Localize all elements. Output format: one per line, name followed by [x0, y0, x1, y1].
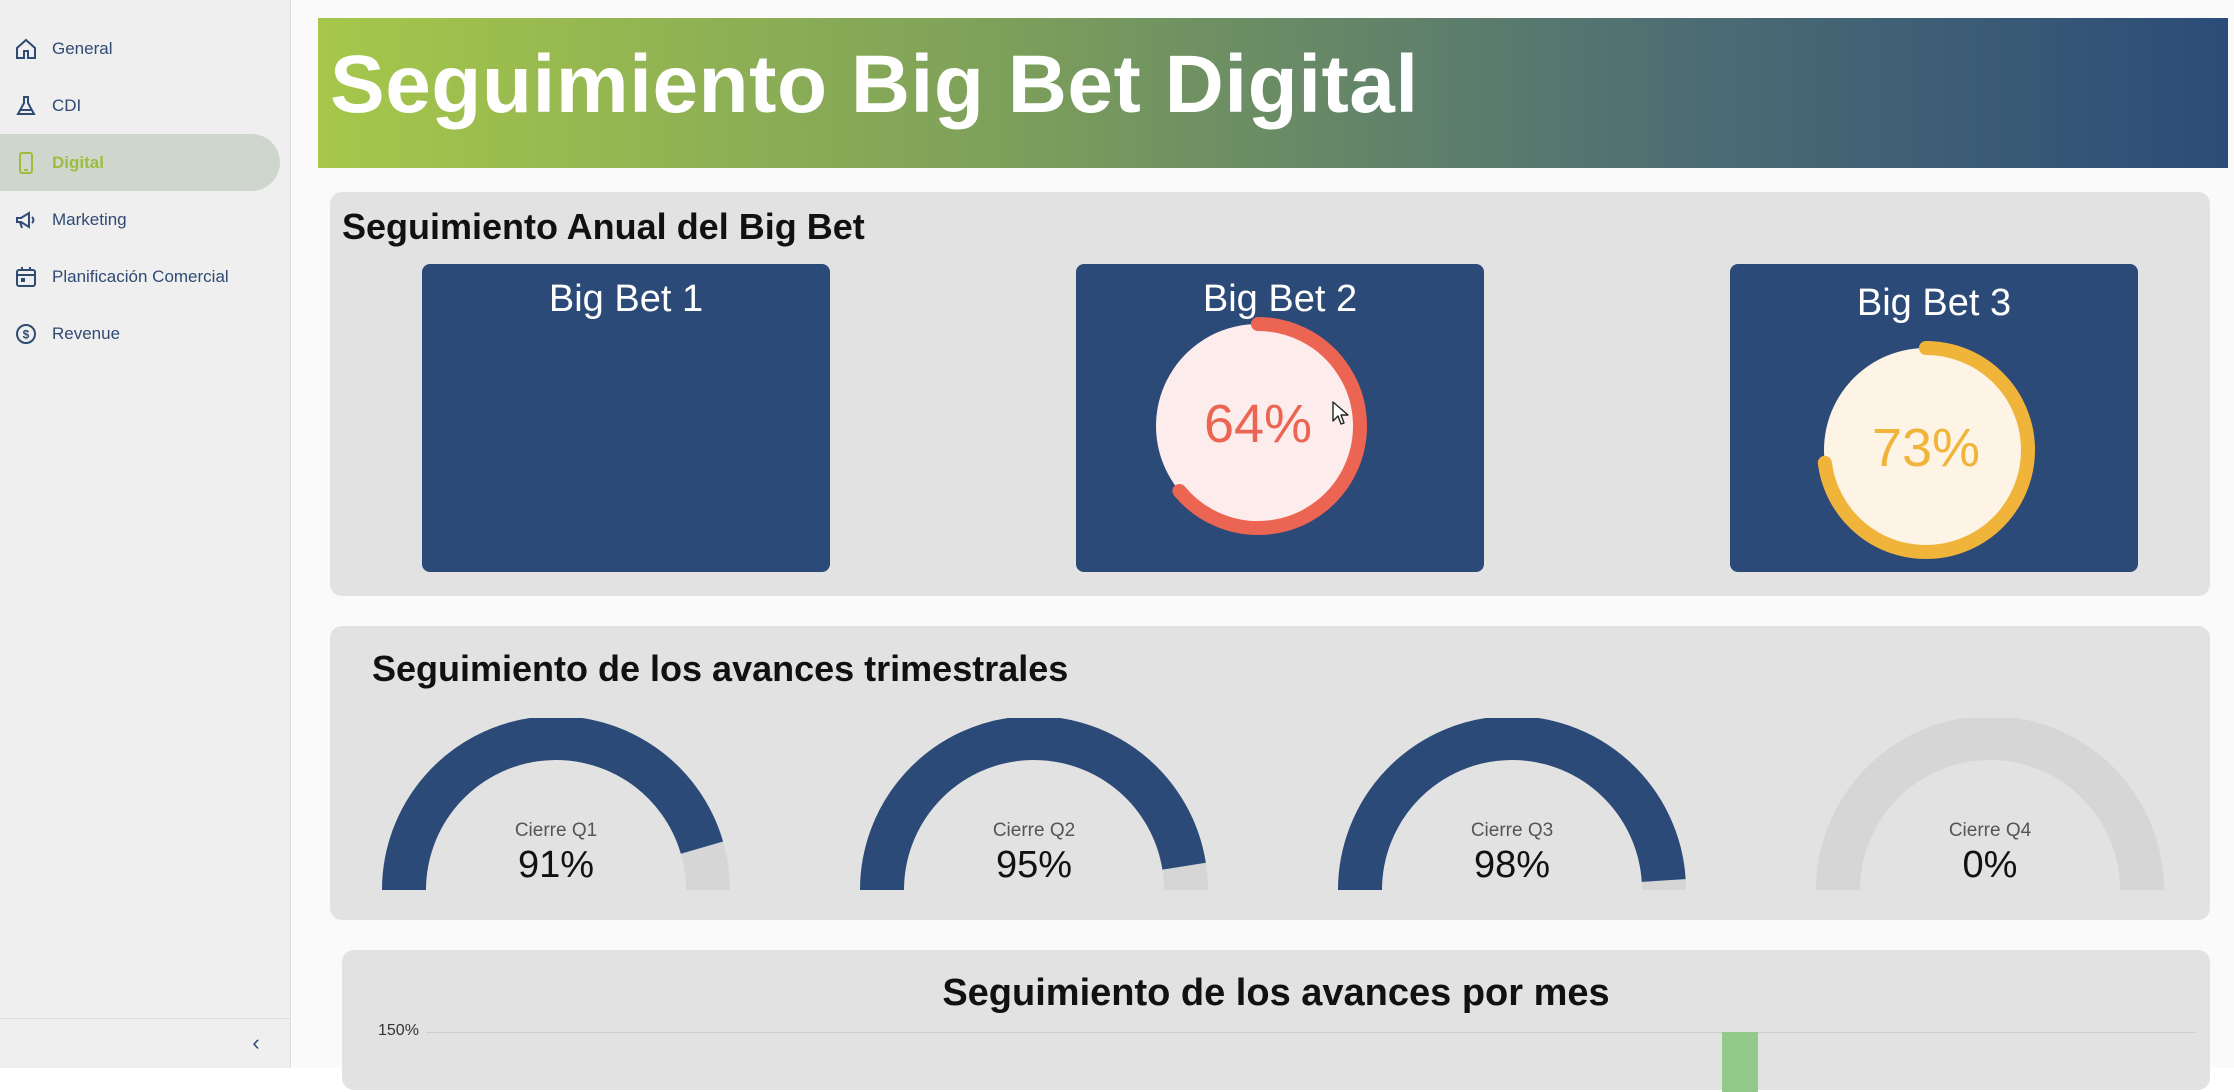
sidebar-item-label: CDI	[52, 95, 82, 115]
sidebar-item-digital[interactable]: Digital	[0, 134, 280, 191]
calendar-icon	[14, 265, 38, 289]
gauge-q1-label: Cierre Q1	[514, 820, 598, 841]
sidebar-item-planificacion-comercial[interactable]: Planificación Comercial	[0, 248, 280, 305]
sidebar-item-revenue[interactable]: $ Revenue	[0, 305, 280, 362]
dollar-coin-icon: $	[14, 322, 38, 346]
gauge-q2-value: 95%	[995, 844, 1073, 886]
big-bet-3-title: Big Bet 3	[1856, 282, 2012, 324]
sidebar-nav: General CDI Digital Marketing Planificac…	[0, 20, 290, 362]
gauge-q4: Cierre Q4 0%	[1814, 718, 2166, 908]
big-bet-2-progress-arc	[1172, 317, 1367, 535]
gauge-q1-fill	[382, 718, 724, 891]
y-axis-top-label: 150%	[378, 1022, 419, 1039]
big-bet-3-donut-center	[1824, 348, 2028, 552]
quarterly-tracking-title: Seguimiento de los avances trimestrales	[372, 648, 1069, 689]
big-bet-2-value: 64%	[1204, 394, 1312, 454]
big-bet-3-value: 73%	[1872, 418, 1980, 478]
big-bet-2-title: Big Bet 2	[1202, 278, 1358, 320]
big-bet-3-progress-arc	[1817, 341, 2035, 559]
gauge-q3-value: 98%	[1473, 844, 1551, 886]
chart-gridline	[426, 1032, 2196, 1033]
phone-icon	[14, 151, 38, 175]
sidebar-footer: ‹	[0, 1018, 290, 1068]
quarterly-tracking-card: Seguimiento de los avances trimestrales …	[330, 626, 2210, 920]
big-bet-1-title: Big Bet 1	[548, 278, 704, 320]
gauge-q4-track	[1816, 718, 2164, 891]
big-bet-2-donut-center	[1156, 324, 1360, 528]
sidebar-item-label: Revenue	[52, 323, 121, 343]
page-banner: Seguimiento Big Bet Digital	[318, 18, 2228, 168]
sidebar-item-marketing[interactable]: Marketing	[0, 191, 280, 248]
gauge-q2-fill	[860, 718, 1206, 891]
big-bet-3-panel: 73% Big Bet 3	[1730, 264, 2138, 572]
monthly-tracking-card: Seguimiento de los avances por mes 150%	[342, 950, 2210, 1092]
sidebar-item-cdi[interactable]: CDI	[0, 77, 280, 134]
sidebar: General CDI Digital Marketing Planificac…	[0, 0, 291, 1068]
svg-text:$: $	[23, 327, 30, 341]
monthly-tracking-title: Seguimiento de los avances por mes	[942, 972, 1610, 1014]
sidebar-item-label: General	[52, 38, 113, 58]
gauge-q3-fill	[1338, 718, 1686, 891]
annual-tracking-title: Seguimiento Anual del Big Bet	[342, 206, 865, 247]
big-bet-2-panel: 64% Big Bet 2	[1076, 264, 1484, 572]
gauge-q1-value: 91%	[517, 844, 595, 886]
big-bet-2-donut: 64%	[1156, 317, 1367, 535]
gauge-q2-label: Cierre Q2	[992, 820, 1076, 841]
megaphone-icon	[14, 208, 38, 232]
main-content: Seguimiento Big Bet Digital Seguimiento …	[292, 0, 2234, 1092]
big-bet-1-panel: Big Bet 1	[422, 264, 830, 572]
monthly-bar	[1722, 1032, 1758, 1092]
gauge-q1: Cierre Q1 91%	[380, 718, 732, 908]
home-icon	[14, 37, 38, 61]
sidebar-item-label: Planificación Comercial	[52, 266, 229, 286]
flask-icon	[14, 94, 38, 118]
sidebar-item-general[interactable]: General	[0, 20, 280, 77]
gauge-q4-label: Cierre Q4	[1948, 820, 2032, 841]
big-bet-3-donut: 73%	[1817, 341, 2035, 559]
gauge-q2: Cierre Q2 95%	[858, 718, 1210, 908]
annual-tracking-card: Seguimiento Anual del Big Bet Big Bet 1 …	[330, 192, 2210, 596]
mouse-cursor-icon	[1332, 401, 1349, 425]
gauge-q3-label: Cierre Q3	[1470, 820, 1554, 841]
gauge-q4-value: 0%	[1962, 844, 2018, 886]
collapse-sidebar-button[interactable]: ‹	[252, 1030, 260, 1055]
sidebar-item-label: Digital	[52, 152, 104, 172]
page-title: Seguimiento Big Bet Digital	[330, 39, 1419, 130]
gauge-q3: Cierre Q3 98%	[1336, 718, 1688, 908]
sidebar-item-label: Marketing	[52, 209, 127, 229]
